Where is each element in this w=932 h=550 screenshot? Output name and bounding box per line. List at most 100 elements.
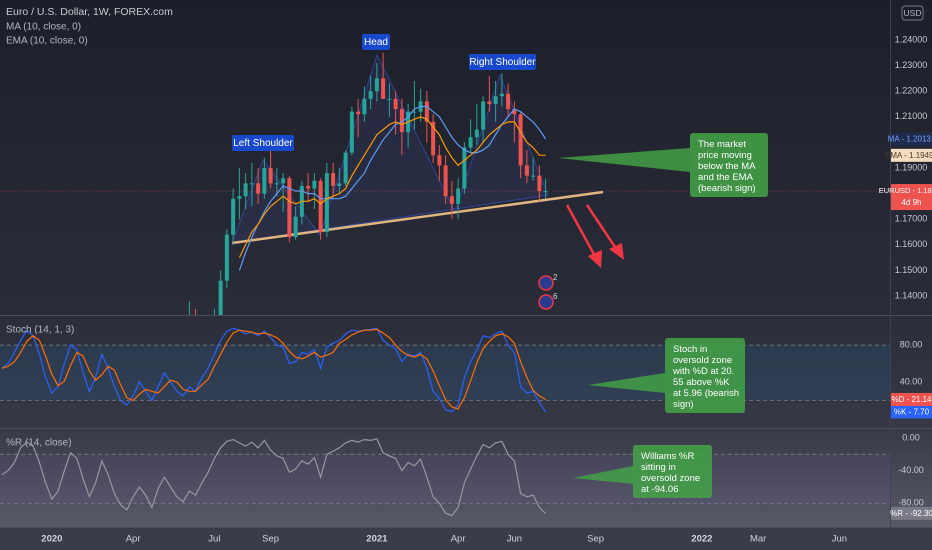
pattern-label: Right Shoulder [469,57,536,68]
price-label: EURUSD - 1.18100 [879,186,932,195]
price-box [891,184,932,211]
callout-pointer [573,466,633,484]
currency-button[interactable] [901,5,924,21]
indicator-title: MA (10, close, 0) [6,22,81,33]
last-value-label: %R - -92.30 [890,509,932,518]
arrow [585,204,619,251]
last-value-label: %K - 7.70 [894,408,930,417]
time-axis [0,528,932,550]
event-marker [538,275,554,291]
candle-body [512,109,517,115]
x-tick-label: 2020 [41,534,62,545]
pattern-label-box [232,135,294,151]
candle-body [368,91,373,99]
callout: Stoch in oversold zone with %D at 20. 55… [665,338,745,413]
candle-body [312,180,317,189]
candle-body [287,178,292,238]
candle-body [274,183,279,185]
indicator-title: EMA (10, close, 0) [6,36,88,47]
indicator-line [238,105,547,271]
callout-pointer [558,148,690,172]
candle-body [524,165,529,176]
candle-body [537,175,542,192]
candle-body [356,111,361,115]
candle-body [343,152,348,184]
candle-body [381,78,386,99]
last-value-box [891,148,932,162]
candle-body [324,173,329,233]
chart-title: Euro / U.S. Dollar, 1W, FOREX.com [6,6,173,18]
band-fill [0,345,890,401]
callout-pointer [588,373,665,393]
candle-body [437,155,442,166]
arrow-head [609,243,624,260]
x-tick-label: Jun [832,534,847,545]
y-tick-label: 1.21000 [895,111,928,121]
indicator-line [1,438,547,517]
last-value-label: MA - 1.20131 [888,135,932,144]
candle-body [387,98,392,100]
candle-body [543,191,548,193]
candle-body [518,114,523,166]
candle-body [456,188,461,204]
y-tick-label: 1.17000 [895,214,928,224]
y-tick-label: -40.00 [898,465,924,475]
arrow [565,204,598,259]
candle-body [424,101,429,122]
candle-body [481,101,486,130]
last-value-box [891,405,932,419]
currency-label[interactable]: USD [904,8,922,18]
event-marker [538,294,554,310]
y-tick-label: 1.23000 [895,60,928,70]
pane-title: Stoch (14, 1, 3) [6,325,74,336]
x-tick-label: Sep [587,534,604,545]
overlay: USD Euro / U.S. Dollar, 1W, FOREX.com MA … [6,5,932,545]
arrow-head [588,250,602,268]
candle-body [243,183,248,197]
candle-body [237,196,242,199]
pattern-label: Left Shoulder [233,138,293,149]
y-tick-label: 40.00 [900,376,923,386]
candle-body [318,180,323,233]
band-fill [0,454,890,504]
callout: The market price moving below the MA and… [690,133,768,197]
candle-body [262,168,267,194]
y-tick-label: 1.16000 [895,239,928,249]
last-value-box [891,132,932,146]
event-count: 6 [553,292,558,301]
candle-body [449,196,454,204]
candle-body [431,121,436,156]
x-tick-label: 2021 [366,534,388,545]
candle-body [224,234,229,281]
pattern-label: Head [364,37,388,48]
price-plot [0,52,890,315]
candle-body [331,173,336,186]
pattern-label-box [469,54,536,70]
candle-body [337,183,342,186]
last-value-box [891,506,932,520]
candle-body [493,96,498,104]
indicator-line [1,328,546,410]
x-tick-label: Apr [126,534,141,545]
candle-body [412,111,417,113]
candle-body [474,129,479,138]
x-tick-label: 2022 [691,534,712,545]
candle-body [281,178,286,184]
y-tick-label: 1.15000 [895,265,928,275]
y-tick-label: 1.22000 [895,86,928,96]
candle-body [393,98,398,110]
candle-body [443,165,448,197]
y-tick-label: 1.19000 [895,162,928,172]
pattern-label-box [362,34,390,50]
event-count: 2 [553,273,558,282]
last-value-label: %D - 21.14 [891,395,932,404]
x-tick-label: Jun [507,534,522,545]
candle-body [531,175,536,177]
candle-body [231,198,236,235]
candle-body [218,280,223,315]
x-tick-label: Apr [451,534,466,545]
y-tick-label: 0.00 [902,432,920,442]
candle-body [506,93,511,110]
